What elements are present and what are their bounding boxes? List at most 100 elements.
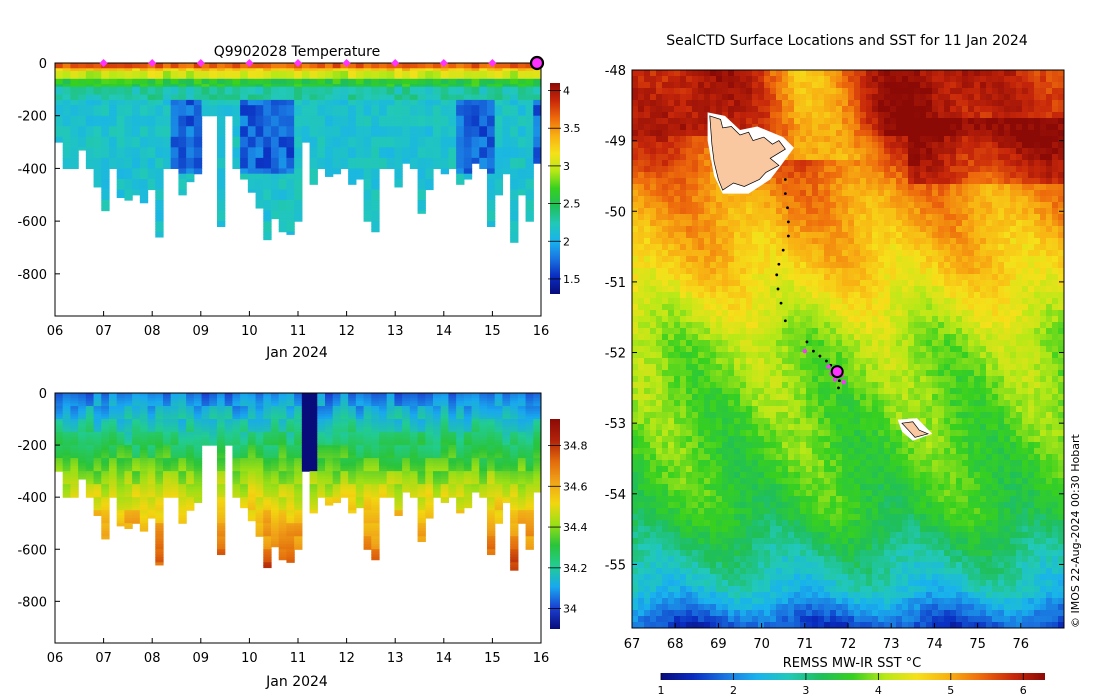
salinity-cell [355, 419, 365, 423]
salinity-cell [363, 445, 372, 449]
temperature-cell [471, 110, 480, 114]
salinity-cell [286, 465, 295, 470]
temperature-cell [525, 215, 534, 220]
salinity-cell [163, 471, 172, 475]
temperature-cell [263, 213, 272, 217]
salinity-cell [317, 411, 326, 415]
temperature-cell [178, 120, 187, 125]
salinity-cell [278, 489, 288, 493]
temperature-cell [433, 70, 442, 75]
temperature-cell [147, 91, 156, 96]
salinity-cell [240, 484, 249, 488]
temperature-cell [186, 171, 195, 175]
temperature-cell [116, 171, 126, 175]
temperature-cell [294, 136, 303, 141]
salinity-cell [301, 460, 311, 464]
salinity-cell [240, 452, 249, 457]
temperature-cell [440, 149, 450, 154]
temperature-cell [178, 78, 187, 83]
temperature-cell [425, 78, 434, 83]
temperature-cell [271, 213, 280, 217]
temperature-cell [402, 99, 411, 104]
temperature-cell [332, 152, 342, 156]
temperature-cell [371, 194, 380, 199]
temperature-cell [139, 78, 149, 83]
salinity-cell [178, 434, 187, 438]
temperature-cell [93, 70, 102, 75]
salinity-cell [309, 426, 318, 431]
salinity-cell [263, 538, 272, 543]
temperature-cell [217, 97, 226, 101]
temperature-cell [525, 136, 534, 141]
salinity-cell [255, 429, 264, 433]
salinity-cell [301, 450, 311, 454]
temperature-cell [186, 165, 195, 170]
temperature-cell [240, 70, 249, 75]
salinity-cell [286, 419, 295, 423]
temperature-cell [286, 213, 295, 217]
salinity-cell [348, 458, 357, 462]
salinity-cell [70, 400, 79, 405]
salinity-cell [247, 455, 257, 459]
temperature-cell [363, 176, 372, 180]
salinity-cell [363, 398, 372, 402]
temperature-cell [487, 76, 496, 80]
temperature-cell [510, 123, 519, 127]
temperature-cell [109, 118, 118, 122]
salinity-cell [186, 450, 195, 454]
salinity-cell [70, 458, 79, 462]
temperature-cell [217, 186, 226, 191]
temperature-cell [278, 63, 288, 67]
salinity-cell [309, 484, 318, 488]
temperature-cell [70, 120, 79, 125]
salinity-cell [286, 411, 295, 415]
temperature-cell [371, 147, 380, 151]
temperature-cell [271, 76, 280, 80]
temperature-cell [494, 134, 504, 138]
salinity-cell [340, 426, 349, 431]
temperature-cell [186, 81, 195, 85]
temperature-cell [62, 139, 72, 143]
salinity-cell [271, 465, 280, 470]
salinity-cell [325, 421, 334, 425]
salinity-cell [78, 403, 87, 407]
salinity-cell [348, 395, 357, 399]
temperature-cell [433, 63, 442, 67]
temperature-cell [255, 63, 264, 67]
temperature-cell [325, 113, 334, 117]
temperature-cell [163, 94, 172, 98]
salinity-cell [247, 429, 257, 433]
temperature-cell [124, 171, 133, 175]
salinity-cell [155, 421, 164, 425]
salinity-profile [163, 393, 172, 498]
temperature-cell [55, 126, 64, 130]
salinity-cell [147, 504, 156, 509]
temperature-cell [502, 78, 511, 83]
temperature-cell [386, 73, 396, 77]
temperature-cell [132, 168, 141, 172]
temperature-cell [132, 144, 141, 148]
temperature-cell [109, 63, 118, 67]
salinity-cell [355, 445, 365, 449]
salinity-cell [301, 463, 311, 467]
salinity-cell [201, 419, 210, 423]
salinity-cell [201, 442, 210, 446]
temperature-cell [217, 136, 226, 141]
temperature-cell [525, 176, 534, 180]
temperature-cell [386, 63, 396, 67]
temperature-cell [456, 91, 465, 96]
temperature-cell [255, 147, 264, 151]
temperature-cell [417, 115, 426, 119]
salinity-cell [271, 528, 280, 532]
salinity-cell [178, 455, 187, 459]
salinity-cell [363, 478, 372, 483]
temperature-cell [255, 194, 264, 199]
salinity-cell [132, 458, 141, 462]
temperature-cell [317, 128, 326, 133]
salinity-cell [325, 419, 334, 423]
salinity-cell [132, 439, 141, 444]
temperature-cell [325, 86, 334, 90]
temperature-cell [332, 115, 342, 119]
salinity-cell [209, 429, 218, 433]
temperature-cell [147, 176, 156, 180]
